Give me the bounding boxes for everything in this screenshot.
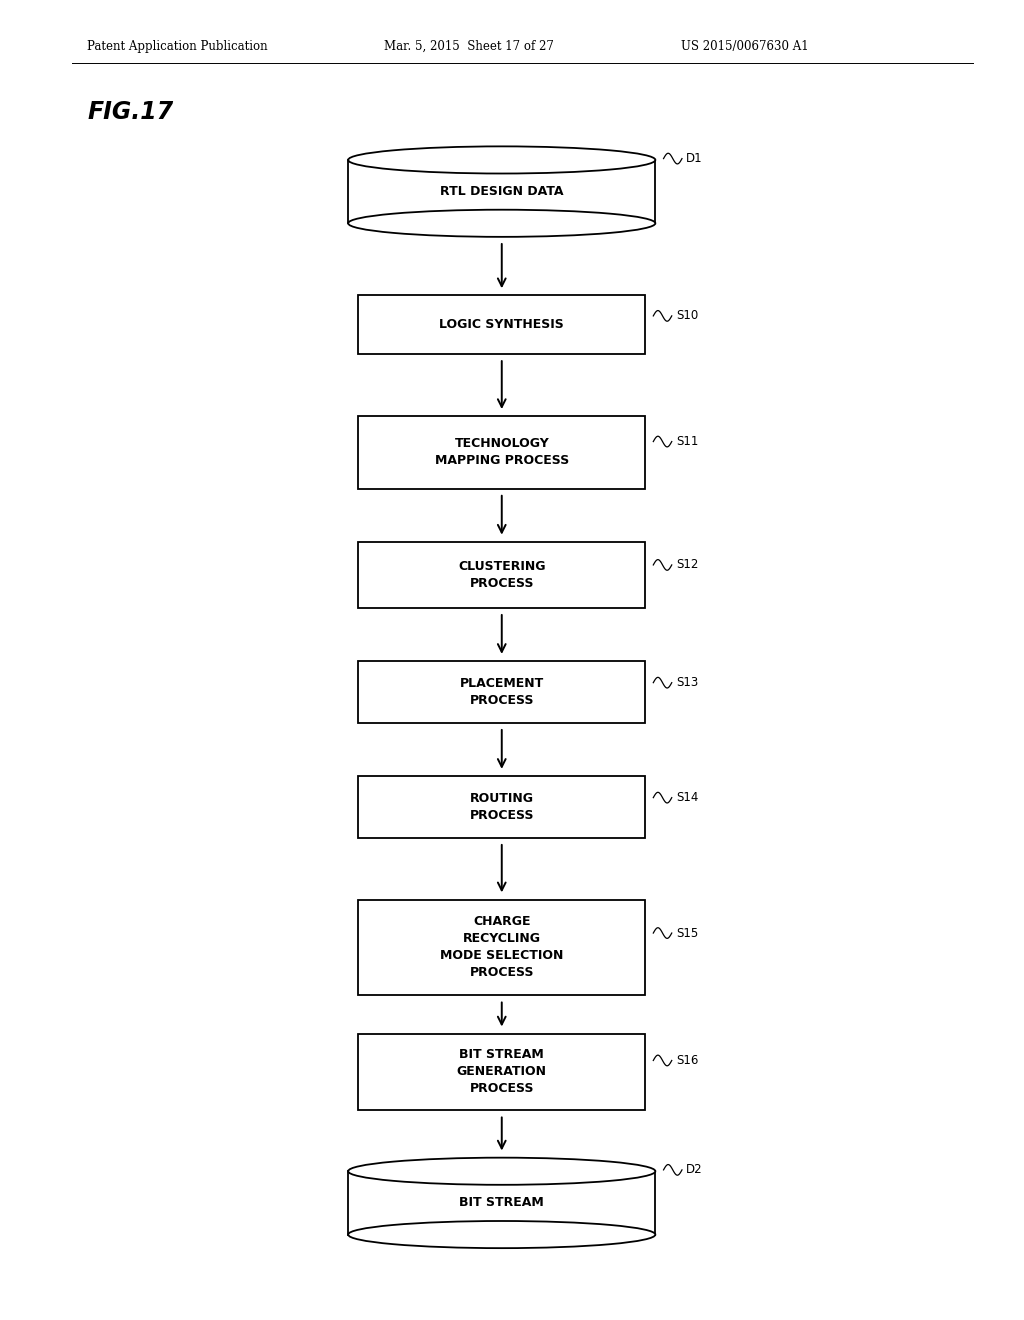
Text: Mar. 5, 2015  Sheet 17 of 27: Mar. 5, 2015 Sheet 17 of 27 [384,40,554,53]
FancyBboxPatch shape [358,541,645,607]
FancyBboxPatch shape [358,899,645,995]
Text: ROUTING: ROUTING [470,792,534,805]
FancyBboxPatch shape [358,296,645,354]
Text: PROCESS: PROCESS [470,1082,534,1096]
Text: Patent Application Publication: Patent Application Publication [87,40,267,53]
Text: LOGIC SYNTHESIS: LOGIC SYNTHESIS [439,318,564,331]
Text: S11: S11 [676,436,698,447]
Text: US 2015/0067630 A1: US 2015/0067630 A1 [681,40,809,53]
Text: BIT STREAM: BIT STREAM [460,1048,544,1061]
FancyBboxPatch shape [348,1171,655,1234]
Text: PROCESS: PROCESS [470,809,534,822]
FancyBboxPatch shape [358,416,645,488]
FancyBboxPatch shape [358,776,645,838]
Text: S12: S12 [676,558,698,572]
Text: CHARGE: CHARGE [473,915,530,928]
FancyBboxPatch shape [348,160,655,223]
Text: GENERATION: GENERATION [457,1065,547,1078]
Text: PROCESS: PROCESS [470,694,534,708]
Text: PROCESS: PROCESS [470,577,534,590]
Text: S10: S10 [676,309,698,322]
Text: MAPPING PROCESS: MAPPING PROCESS [434,454,569,467]
FancyBboxPatch shape [358,661,645,723]
Text: PLACEMENT: PLACEMENT [460,677,544,690]
Ellipse shape [348,147,655,173]
Ellipse shape [348,1158,655,1185]
Text: MODE SELECTION: MODE SELECTION [440,949,563,962]
Text: RECYCLING: RECYCLING [463,932,541,945]
Text: CLUSTERING: CLUSTERING [458,560,546,573]
Text: D2: D2 [686,1163,702,1176]
Text: BIT STREAM: BIT STREAM [460,1196,544,1209]
Text: D1: D1 [686,152,702,165]
Text: RTL DESIGN DATA: RTL DESIGN DATA [440,185,563,198]
Text: PROCESS: PROCESS [470,966,534,979]
Ellipse shape [348,1221,655,1249]
Text: S14: S14 [676,791,698,804]
Ellipse shape [348,210,655,236]
Text: FIG.17: FIG.17 [87,100,173,124]
Text: TECHNOLOGY: TECHNOLOGY [455,437,549,450]
Text: S13: S13 [676,676,698,689]
Text: S16: S16 [676,1053,698,1067]
FancyBboxPatch shape [358,1034,645,1110]
Text: S15: S15 [676,927,698,940]
